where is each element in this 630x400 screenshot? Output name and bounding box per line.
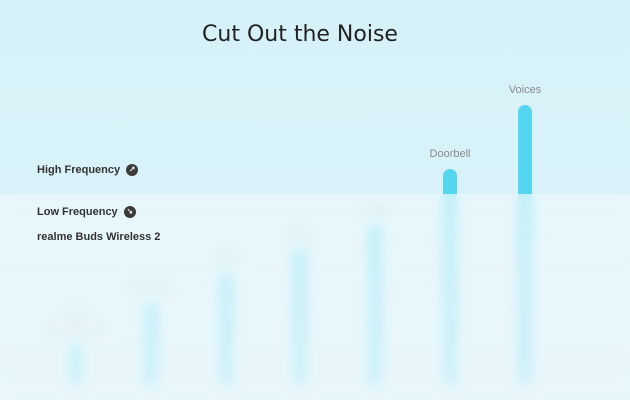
product-name: realme Buds Wireless 2 (37, 231, 161, 243)
low-frequency-frosted-panel (0, 194, 630, 400)
noise-bar-label: Voices (508, 84, 542, 96)
page-title: Cut Out the Noise (202, 22, 398, 47)
arrow-down-right-icon: ↘ (123, 206, 136, 218)
low-frequency-legend: Low Frequency ↘ (37, 206, 136, 218)
noise-bar-label: Doorbell (429, 148, 471, 160)
low-frequency-label: Low Frequency (37, 206, 118, 218)
arrow-up-right-icon: ↗ (126, 164, 139, 176)
high-frequency-label: High Frequency (37, 164, 121, 176)
high-frequency-legend: High Frequency ↗ (37, 164, 139, 176)
